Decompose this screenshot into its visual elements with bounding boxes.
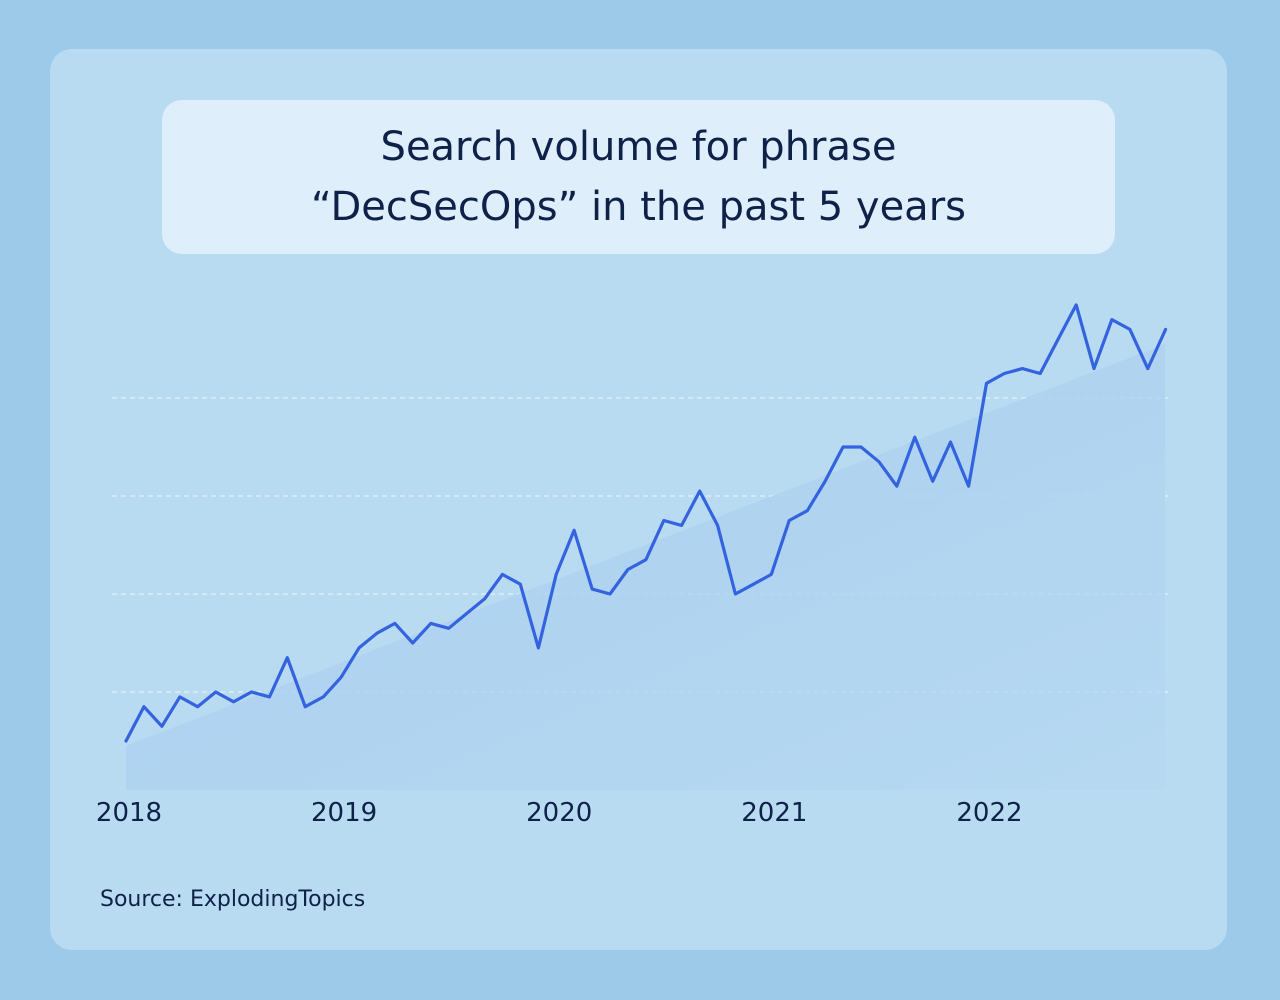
data-point (967, 484, 971, 488)
data-point (1020, 367, 1024, 371)
title-box: Search volume for phrase “DecSecOps” in … (162, 100, 1115, 254)
data-point (303, 705, 307, 709)
data-point (339, 675, 343, 679)
data-point (572, 528, 576, 532)
data-point (249, 690, 253, 694)
data-point (518, 582, 522, 586)
data-point (733, 592, 737, 596)
data-point (500, 572, 504, 576)
data-point (859, 445, 863, 449)
data-point (787, 519, 791, 523)
data-point (841, 445, 845, 449)
source-caption: Source: ExplodingTopics (100, 887, 366, 912)
data-point (124, 739, 128, 743)
x-axis-ticks: 2018 2019 2020 2021 2022 (96, 798, 1023, 828)
series-line (124, 303, 1168, 743)
x-tick-label: 2019 (311, 798, 377, 828)
chart-title-line-2: “DecSecOps” in the past 5 years (311, 184, 966, 230)
data-point (393, 621, 397, 625)
data-point (1164, 327, 1168, 331)
data-point (1110, 318, 1114, 322)
data-point (554, 572, 558, 576)
data-point (465, 612, 469, 616)
data-point (375, 631, 379, 635)
series-layer (124, 303, 1168, 743)
data-point (913, 435, 917, 439)
data-point (267, 695, 271, 699)
data-point (285, 656, 289, 660)
trend-area-layer (126, 344, 1165, 790)
data-point (698, 489, 702, 493)
data-point (483, 597, 487, 601)
x-tick-label: 2022 (956, 798, 1022, 828)
data-point (1128, 327, 1132, 331)
data-point (321, 695, 325, 699)
data-point (662, 519, 666, 523)
data-point (626, 568, 630, 572)
data-point (823, 479, 827, 483)
data-point (1146, 367, 1150, 371)
x-tick-label: 2018 (96, 798, 162, 828)
data-point (680, 523, 684, 527)
data-point (895, 484, 899, 488)
data-point (805, 509, 809, 513)
x-tick-label: 2020 (526, 798, 592, 828)
data-point (608, 592, 612, 596)
data-point (984, 381, 988, 385)
data-point (536, 646, 540, 650)
data-point (949, 440, 953, 444)
data-point (1038, 372, 1042, 376)
data-point (1056, 337, 1060, 341)
data-point (751, 582, 755, 586)
data-point (716, 523, 720, 527)
data-point (214, 690, 218, 694)
data-point (931, 479, 935, 483)
data-point (429, 621, 433, 625)
data-point (1092, 367, 1096, 371)
data-point (178, 695, 182, 699)
trend-area (126, 344, 1165, 790)
data-point (142, 705, 146, 709)
data-point (232, 700, 236, 704)
chart-title-line-1: Search volume for phrase (380, 124, 897, 170)
x-tick-label: 2021 (741, 798, 807, 828)
data-point (644, 558, 648, 562)
data-point (160, 724, 164, 728)
data-point (590, 587, 594, 591)
data-point (447, 626, 451, 630)
data-point (1074, 303, 1078, 307)
data-point (769, 572, 773, 576)
data-point (357, 646, 361, 650)
data-point (411, 641, 415, 645)
data-point (1002, 372, 1006, 376)
data-point (877, 460, 881, 464)
data-point (196, 705, 200, 709)
